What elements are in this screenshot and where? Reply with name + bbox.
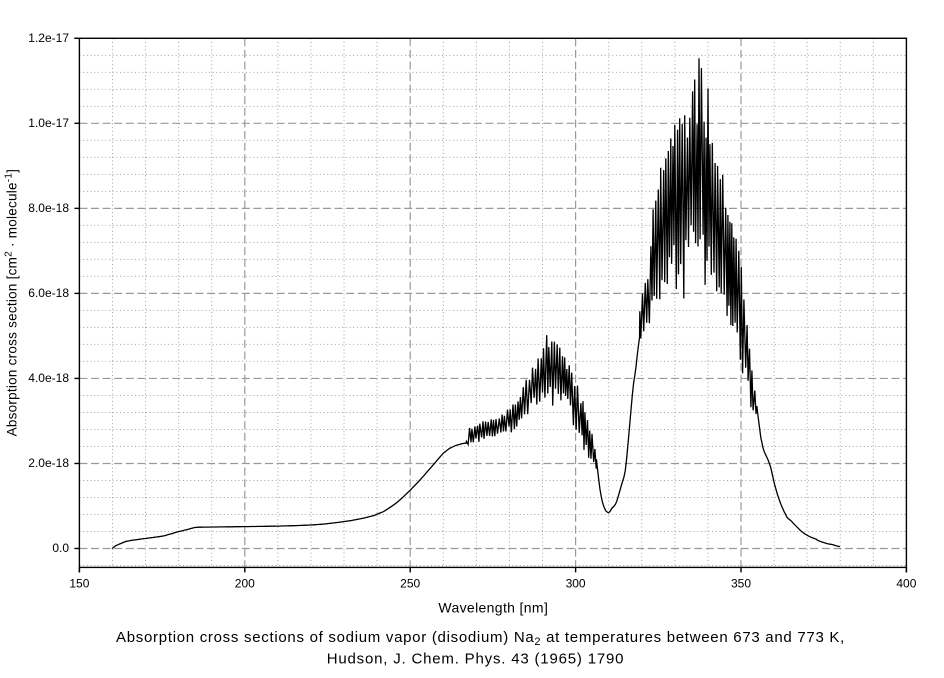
svg-text:2.0e-18: 2.0e-18 (28, 456, 69, 470)
svg-text:6.0e-18: 6.0e-18 (28, 286, 69, 300)
svg-text:Hudson, J. Chem. Phys. 43 (196: Hudson, J. Chem. Phys. 43 (1965) 1790 (327, 651, 625, 668)
svg-text:350: 350 (731, 577, 751, 591)
svg-text:300: 300 (566, 577, 586, 591)
svg-text:250: 250 (400, 577, 420, 591)
svg-text:Absorption cross section [cm2: Absorption cross section [cm2 · molecule… (4, 169, 20, 437)
svg-text:150: 150 (69, 577, 89, 591)
svg-text:200: 200 (235, 577, 255, 591)
svg-text:8.0e-18: 8.0e-18 (28, 201, 69, 215)
svg-text:4.0e-18: 4.0e-18 (28, 371, 69, 385)
svg-text:1.2e-17: 1.2e-17 (28, 31, 69, 45)
svg-text:Absorption cross sections of s: Absorption cross sections of sodium vapo… (116, 629, 845, 648)
svg-text:1.0e-17: 1.0e-17 (28, 116, 69, 130)
svg-text:Wavelength [nm]: Wavelength [nm] (438, 599, 548, 615)
svg-text:400: 400 (896, 577, 916, 591)
svg-text:0.0: 0.0 (52, 541, 69, 555)
